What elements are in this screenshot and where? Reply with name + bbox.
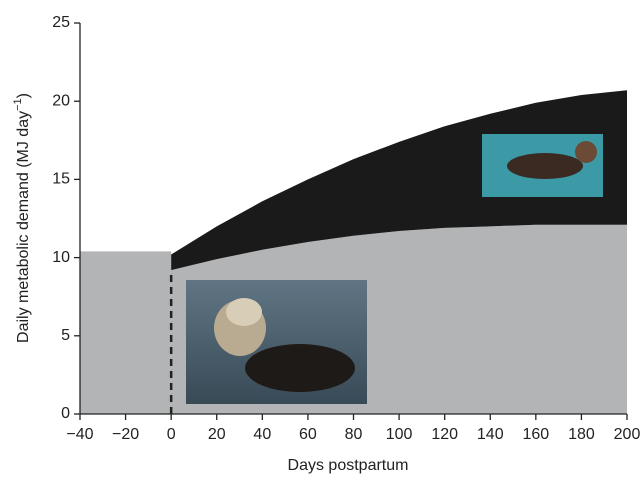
y-axis-label-main: Daily metabolic demand (MJ day xyxy=(15,111,32,343)
y-tick-label: 10 xyxy=(52,249,70,266)
x-tick-label: 200 xyxy=(614,426,641,443)
x-tick-label: 140 xyxy=(477,426,504,443)
x-tick-label: −40 xyxy=(66,426,93,443)
x-tick-label: 100 xyxy=(386,426,413,443)
x-tick-label: 0 xyxy=(167,426,176,443)
x-tick-label: 60 xyxy=(299,426,317,443)
x-tick-label: 160 xyxy=(522,426,549,443)
y-tick-label: 5 xyxy=(61,327,70,344)
y-tick-label: 15 xyxy=(52,171,70,188)
y-tick-label: 20 xyxy=(52,92,70,109)
y-axis-label: Daily metabolic demand (MJ day−1) xyxy=(12,93,32,343)
x-tick-label: 20 xyxy=(208,426,226,443)
x-tick-label: 40 xyxy=(253,426,271,443)
photo-adult-otter xyxy=(186,280,367,404)
x-tick-label: −20 xyxy=(112,426,139,443)
x-tick-label: 180 xyxy=(568,426,595,443)
photo-pup xyxy=(482,134,603,197)
x-axis-label: Days postpartum xyxy=(288,457,409,474)
x-tick-label: 120 xyxy=(431,426,458,443)
y-axis-label-sup: −1 xyxy=(12,98,24,111)
y-tick-label: 0 xyxy=(61,405,70,422)
y-tick-label: 25 xyxy=(52,14,70,31)
y-axis-label-end: ) xyxy=(15,93,32,98)
x-tick-label: 80 xyxy=(345,426,363,443)
